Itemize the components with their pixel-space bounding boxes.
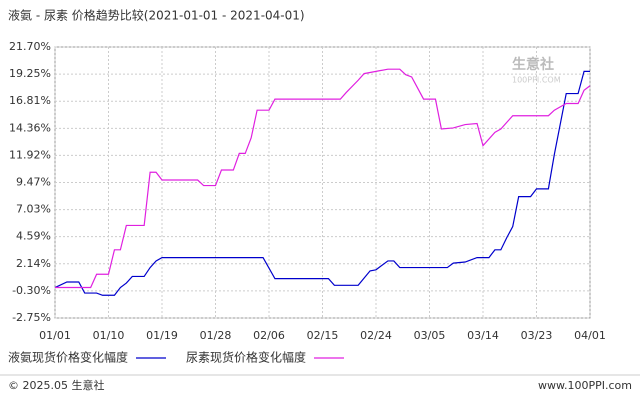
legend-label: 尿素现货价格变化幅度 xyxy=(186,350,306,365)
x-tick-label: 01/10 xyxy=(93,329,125,342)
x-tick-label: 02/06 xyxy=(253,329,285,342)
x-tick-label: 02/24 xyxy=(360,329,392,342)
x-tick-label: 04/01 xyxy=(574,329,606,342)
x-tick-label: 02/15 xyxy=(307,329,339,342)
series-line xyxy=(55,68,591,289)
series-line xyxy=(54,70,590,296)
watermark: 生意社 xyxy=(512,56,554,73)
x-tick-label: 03/05 xyxy=(414,329,446,342)
y-tick-label: -0.30% xyxy=(12,284,51,297)
y-tick-label: 21.70% xyxy=(9,40,51,53)
y-tick-label: 9.47% xyxy=(16,176,51,189)
y-tick-label: -2.75% xyxy=(12,311,51,324)
x-tick-label: 03/14 xyxy=(467,329,499,342)
y-tick-label: 2.14% xyxy=(16,257,51,270)
y-tick-label: 4.59% xyxy=(16,230,51,243)
y-tick-label: 7.03% xyxy=(16,203,51,216)
legend-label: 液氨现货价格变化幅度 xyxy=(8,350,128,365)
x-tick-label: 01/28 xyxy=(200,329,232,342)
y-tick-label: 16.81% xyxy=(9,94,51,107)
chart-title: 液氨 - 尿素 价格趋势比较(2021-01-01 - 2021-04-01) xyxy=(8,8,305,23)
y-tick-label: 14.36% xyxy=(9,121,51,134)
y-tick-label: 11.92% xyxy=(9,148,51,161)
x-tick-label: 03/23 xyxy=(521,329,553,342)
footer-right: www.100PPI.com xyxy=(538,379,632,392)
x-tick-label: 01/01 xyxy=(39,329,71,342)
footer-left: © 2025.05 生意社 xyxy=(8,378,104,392)
y-tick-label: 19.25% xyxy=(9,67,51,80)
x-tick-label: 01/19 xyxy=(146,329,178,342)
